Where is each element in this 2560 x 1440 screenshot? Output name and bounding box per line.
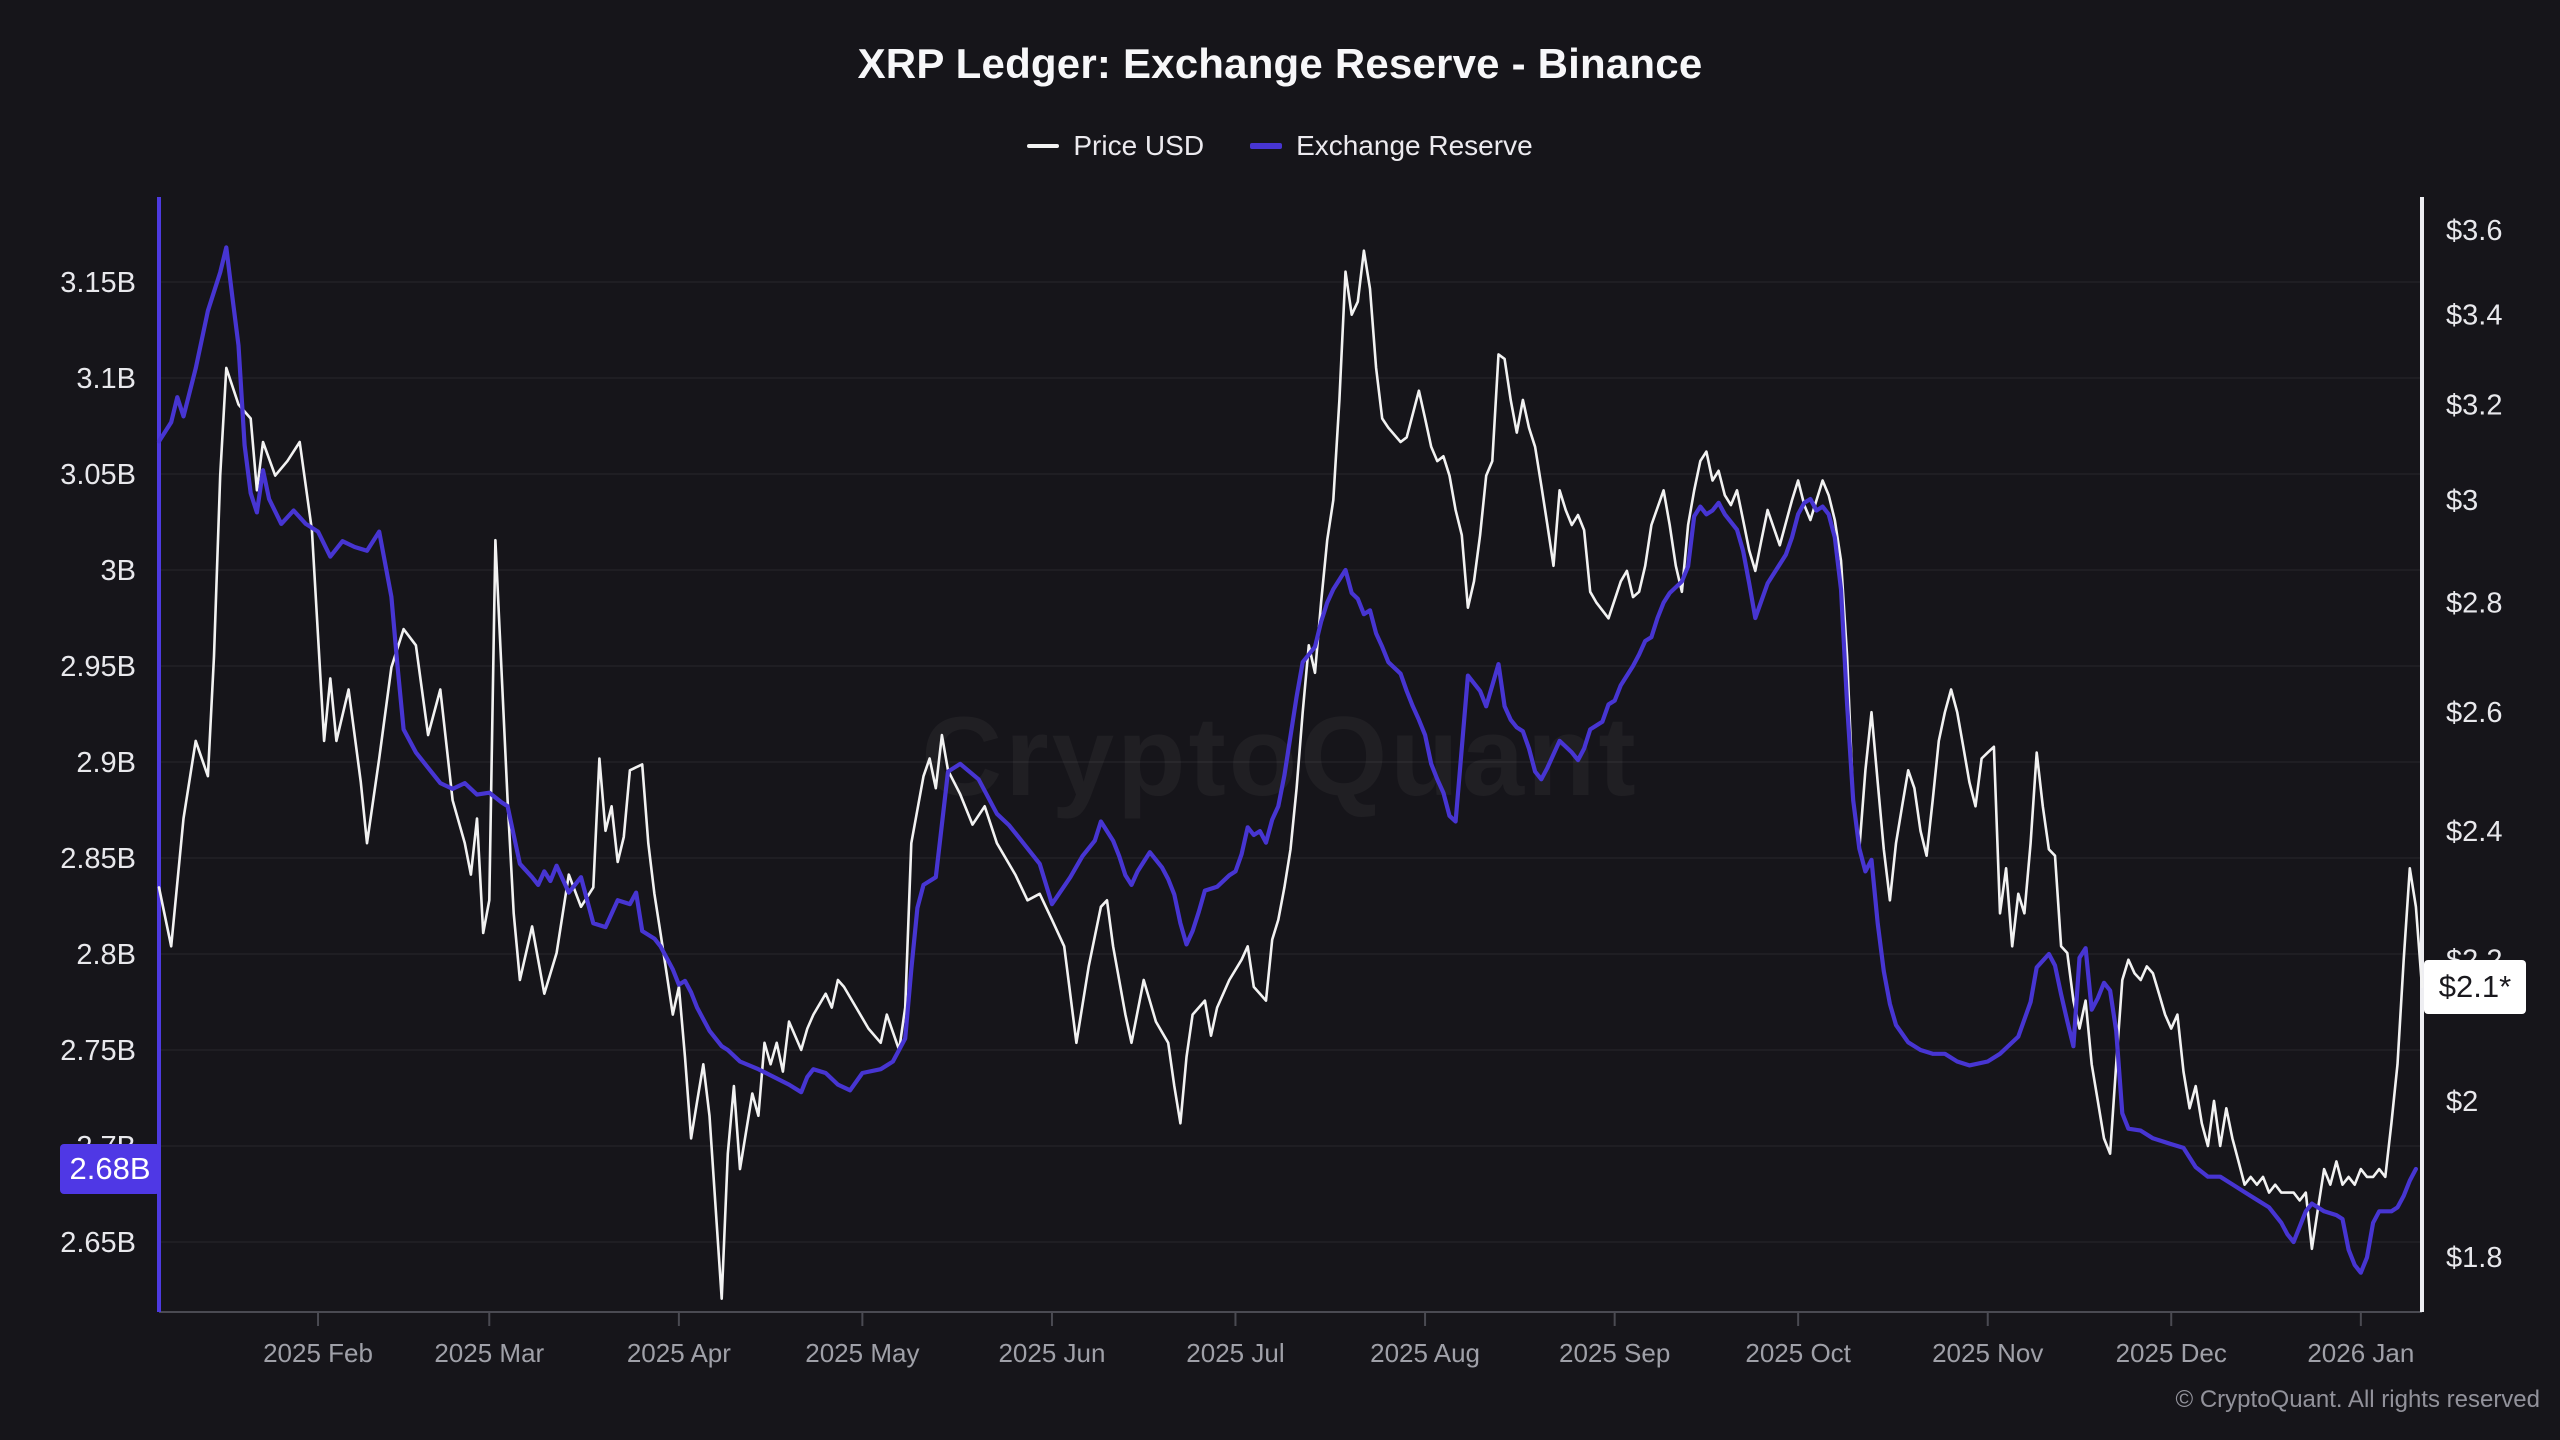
y-axis-label-left: 3.15B (60, 267, 136, 299)
page-title: XRP Ledger: Exchange Reserve - Binance (857, 40, 1703, 87)
x-axis-label: 2025 Feb (263, 1338, 373, 1368)
y-axis-label-left: 2.8B (76, 939, 136, 971)
y-axis-label-right: $3.6 (2446, 215, 2502, 247)
legend-label-price: Price USD (1073, 130, 1205, 161)
y-axis-label-left: 3B (101, 555, 136, 587)
x-axis-label: 2025 Mar (434, 1338, 544, 1368)
copyright-text: © CryptoQuant. All rights reserved (2175, 1386, 2541, 1413)
legend-label-reserve: Exchange Reserve (1296, 130, 1533, 161)
x-axis-label: 2025 Dec (2116, 1338, 2227, 1368)
y-axis-label-right: $3.2 (2446, 390, 2502, 422)
y-axis-label-left: 2.85B (60, 843, 136, 875)
x-axis-label: 2025 Jun (998, 1338, 1105, 1368)
y-axis-label-right: $3 (2446, 485, 2478, 517)
x-axis-label: 2025 Apr (627, 1338, 731, 1368)
legend-item-reserve[interactable]: Exchange Reserve (1250, 130, 1533, 162)
y-axis-label-right: $2 (2446, 1086, 2478, 1118)
price-line (157, 249, 2424, 1300)
x-axis-label: 2025 May (805, 1338, 919, 1368)
y-axis-label-left: 2.75B (60, 1035, 136, 1067)
y-axis-label-left: 3.05B (60, 459, 136, 491)
reserve-line-swatch-icon (1250, 143, 1283, 149)
x-axis-label: 2026 Jan (2307, 1338, 2414, 1368)
x-axis-label: 2025 Jul (1186, 1338, 1284, 1368)
x-axis-label: 2025 Aug (1370, 1338, 1480, 1368)
y-axis-label-right: $1.8 (2446, 1242, 2502, 1274)
reserve-last-value-badge: 2.68B (60, 1144, 160, 1195)
x-axis-label: 2025 Sep (1559, 1338, 1670, 1368)
y-axis-label-left: 3.1B (76, 363, 136, 395)
y-axis-label-right: $2.4 (2446, 816, 2502, 848)
x-axis-label: 2025 Nov (1932, 1338, 2043, 1368)
legend: Price USD Exchange Reserve (0, 130, 2560, 162)
y-axis-label-right: $3.4 (2446, 300, 2502, 332)
x-axis-label: 2025 Oct (1745, 1338, 1851, 1368)
reserve-line (156, 245, 2418, 1275)
y-axis-label-right: $2.6 (2446, 697, 2502, 729)
price-line-swatch-icon (1027, 144, 1060, 148)
price-last-value-badge: $2.1* (2424, 959, 2526, 1014)
legend-item-price[interactable]: Price USD (1027, 130, 1204, 162)
y-axis-label-right: $2.8 (2446, 587, 2502, 619)
y-axis-label-left: 2.9B (76, 747, 136, 779)
y-axis-label-left: 2.65B (60, 1227, 136, 1259)
y-axis-label-left: 2.95B (60, 651, 136, 683)
